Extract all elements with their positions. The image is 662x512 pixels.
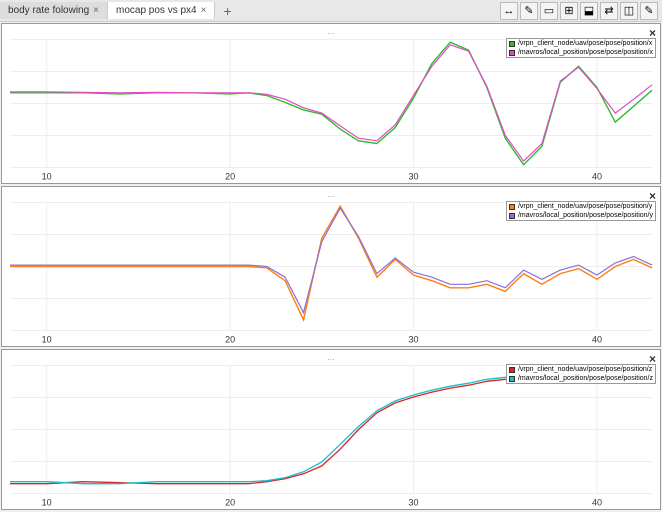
tab-body-rate[interactable]: body rate folowing × — [0, 2, 108, 19]
pan-icon[interactable]: ↔ — [500, 2, 518, 20]
edit-icon[interactable]: ✎ — [520, 2, 538, 20]
legend-label: /vrpn_client_node/uav/pose/pose/position… — [518, 365, 652, 374]
toolbar: ↔ ✎ ▭ ⊞ ⬓ ⇄ ◫ ✎ — [500, 2, 662, 20]
charts-container: ... × /vrpn_client_node/uav/pose/pose/po… — [0, 22, 662, 500]
legend-swatch — [509, 376, 515, 382]
svg-text:30: 30 — [409, 172, 419, 182]
chart-panel-y[interactable]: ... × /vrpn_client_node/uav/pose/pose/po… — [1, 186, 661, 347]
chart-subtitle: ... — [327, 189, 335, 199]
tabs: body rate folowing × mocap pos vs px4 × … — [0, 1, 240, 21]
zoom-rect-icon[interactable]: ▭ — [540, 2, 558, 20]
legend-item[interactable]: /vrpn_client_node/uav/pose/pose/position… — [507, 365, 655, 374]
legend-swatch — [509, 204, 515, 210]
legend-label: /mavros/local_position/pose/pose/positio… — [518, 48, 653, 57]
legend-item[interactable]: /mavros/local_position/pose/pose/positio… — [507, 374, 655, 383]
legend-label: /vrpn_client_node/uav/pose/pose/position… — [518, 202, 652, 211]
legend[interactable]: /vrpn_client_node/uav/pose/pose/position… — [506, 201, 656, 221]
chart-subtitle: ... — [327, 26, 335, 36]
legend-item[interactable]: /mavros/local_position/pose/pose/positio… — [507, 48, 655, 57]
svg-text:40: 40 — [592, 172, 602, 182]
legend-swatch — [509, 367, 515, 373]
swap-icon[interactable]: ⇄ — [600, 2, 618, 20]
svg-text:20: 20 — [225, 172, 235, 182]
close-icon[interactable]: × — [93, 5, 99, 16]
chart-subtitle: ... — [327, 352, 335, 362]
legend-label: /vrpn_client_node/uav/pose/pose/position… — [518, 39, 652, 48]
svg-text:40: 40 — [592, 335, 602, 345]
legend-item[interactable]: /mavros/local_position/pose/pose/positio… — [507, 211, 655, 220]
legend-swatch — [509, 41, 515, 47]
grid-icon[interactable]: ⊞ — [560, 2, 578, 20]
svg-text:20: 20 — [225, 335, 235, 345]
legend[interactable]: /vrpn_client_node/uav/pose/pose/position… — [506, 38, 656, 58]
chart-panel-x[interactable]: ... × /vrpn_client_node/uav/pose/pose/po… — [1, 23, 661, 184]
svg-text:40: 40 — [592, 498, 602, 508]
layout-icon[interactable]: ⬓ — [580, 2, 598, 20]
svg-text:20: 20 — [225, 498, 235, 508]
tab-label: body rate folowing — [8, 5, 89, 16]
legend-label: /mavros/local_position/pose/pose/positio… — [518, 374, 653, 383]
tab-mocap-pos[interactable]: mocap pos vs px4 × — [108, 2, 215, 19]
svg-text:10: 10 — [42, 172, 52, 182]
legend-item[interactable]: /vrpn_client_node/uav/pose/pose/position… — [507, 39, 655, 48]
legend-swatch — [509, 50, 515, 56]
split-icon[interactable]: ◫ — [620, 2, 638, 20]
chart-panel-z[interactable]: ... × /vrpn_client_node/uav/pose/pose/po… — [1, 349, 661, 510]
add-tab-button[interactable]: + — [215, 1, 239, 21]
svg-text:30: 30 — [409, 498, 419, 508]
svg-text:30: 30 — [409, 335, 419, 345]
legend-swatch — [509, 213, 515, 219]
svg-text:10: 10 — [42, 335, 52, 345]
topbar: body rate folowing × mocap pos vs px4 × … — [0, 0, 662, 22]
tab-label: mocap pos vs px4 — [116, 5, 197, 16]
annotate-icon[interactable]: ✎ — [640, 2, 658, 20]
legend-item[interactable]: /vrpn_client_node/uav/pose/pose/position… — [507, 202, 655, 211]
legend[interactable]: /vrpn_client_node/uav/pose/pose/position… — [506, 364, 656, 384]
svg-text:10: 10 — [42, 498, 52, 508]
legend-label: /mavros/local_position/pose/pose/positio… — [518, 211, 653, 220]
close-icon[interactable]: × — [201, 5, 207, 16]
